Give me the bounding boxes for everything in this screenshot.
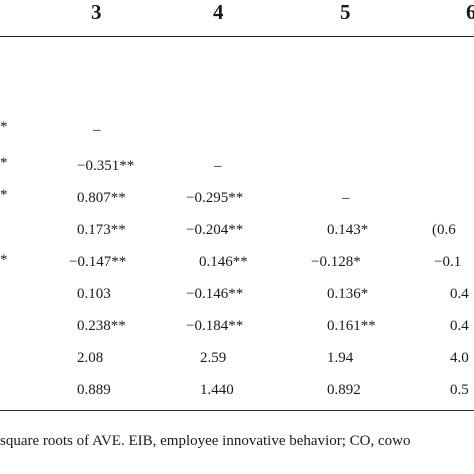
table-cell: −0.204** xyxy=(186,222,244,238)
table-cell: 0.807** xyxy=(77,190,126,206)
column-header-4: 4 xyxy=(213,0,224,24)
column-header-6: 6 xyxy=(466,0,474,24)
table-cell: 0.103 xyxy=(77,286,111,302)
table-cell: 0.143* xyxy=(327,222,369,238)
table-cell: 0.5 xyxy=(450,382,469,398)
table-cell: 1.440 xyxy=(200,382,234,398)
column-header-3: 3 xyxy=(91,0,102,24)
table-cell: −0.146** xyxy=(186,286,244,302)
table-cell: * xyxy=(0,252,8,268)
table-cell: * xyxy=(0,119,8,135)
table-cell: – xyxy=(214,158,222,174)
table-cell: 0.173** xyxy=(77,222,126,238)
table-cell: – xyxy=(342,190,350,206)
table-cell: −0.184** xyxy=(186,318,244,334)
table-cell: 0.238** xyxy=(77,318,126,334)
table-cell: −0.1 xyxy=(434,254,462,270)
table-cell: 2.59 xyxy=(200,350,227,366)
table-cell: (0.6 xyxy=(432,222,456,238)
table-cell: * xyxy=(0,187,8,203)
column-header-5: 5 xyxy=(340,0,351,24)
table-cell: 1.94 xyxy=(327,350,354,366)
table-footnote: square roots of AVE. EIB, employee innov… xyxy=(0,433,411,449)
table-cell: −0.295** xyxy=(186,190,244,206)
table-cell: 0.146** xyxy=(199,254,248,270)
table-cell: * xyxy=(0,155,8,171)
table-cell: 0.892 xyxy=(327,382,361,398)
table-cell: −0.147** xyxy=(69,254,127,270)
table-cell: −0.128* xyxy=(311,254,361,270)
table-cell: 2.08 xyxy=(77,350,104,366)
table-cell: 0.4 xyxy=(450,318,469,334)
table-cell: 0.889 xyxy=(77,382,111,398)
table-cell: −0.351** xyxy=(77,158,135,174)
table-cell: 0.4 xyxy=(450,286,469,302)
bottom-rule xyxy=(0,410,474,411)
table-cell: 4.0 xyxy=(450,350,469,366)
table-cell: 0.136* xyxy=(327,286,369,302)
table-cell: 0.161** xyxy=(327,318,376,334)
table-cell: – xyxy=(93,122,101,138)
header-rule xyxy=(0,36,474,37)
